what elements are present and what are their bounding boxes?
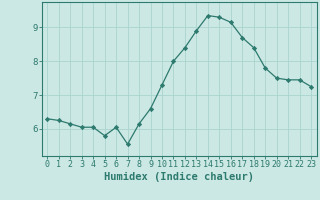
X-axis label: Humidex (Indice chaleur): Humidex (Indice chaleur): [104, 172, 254, 182]
